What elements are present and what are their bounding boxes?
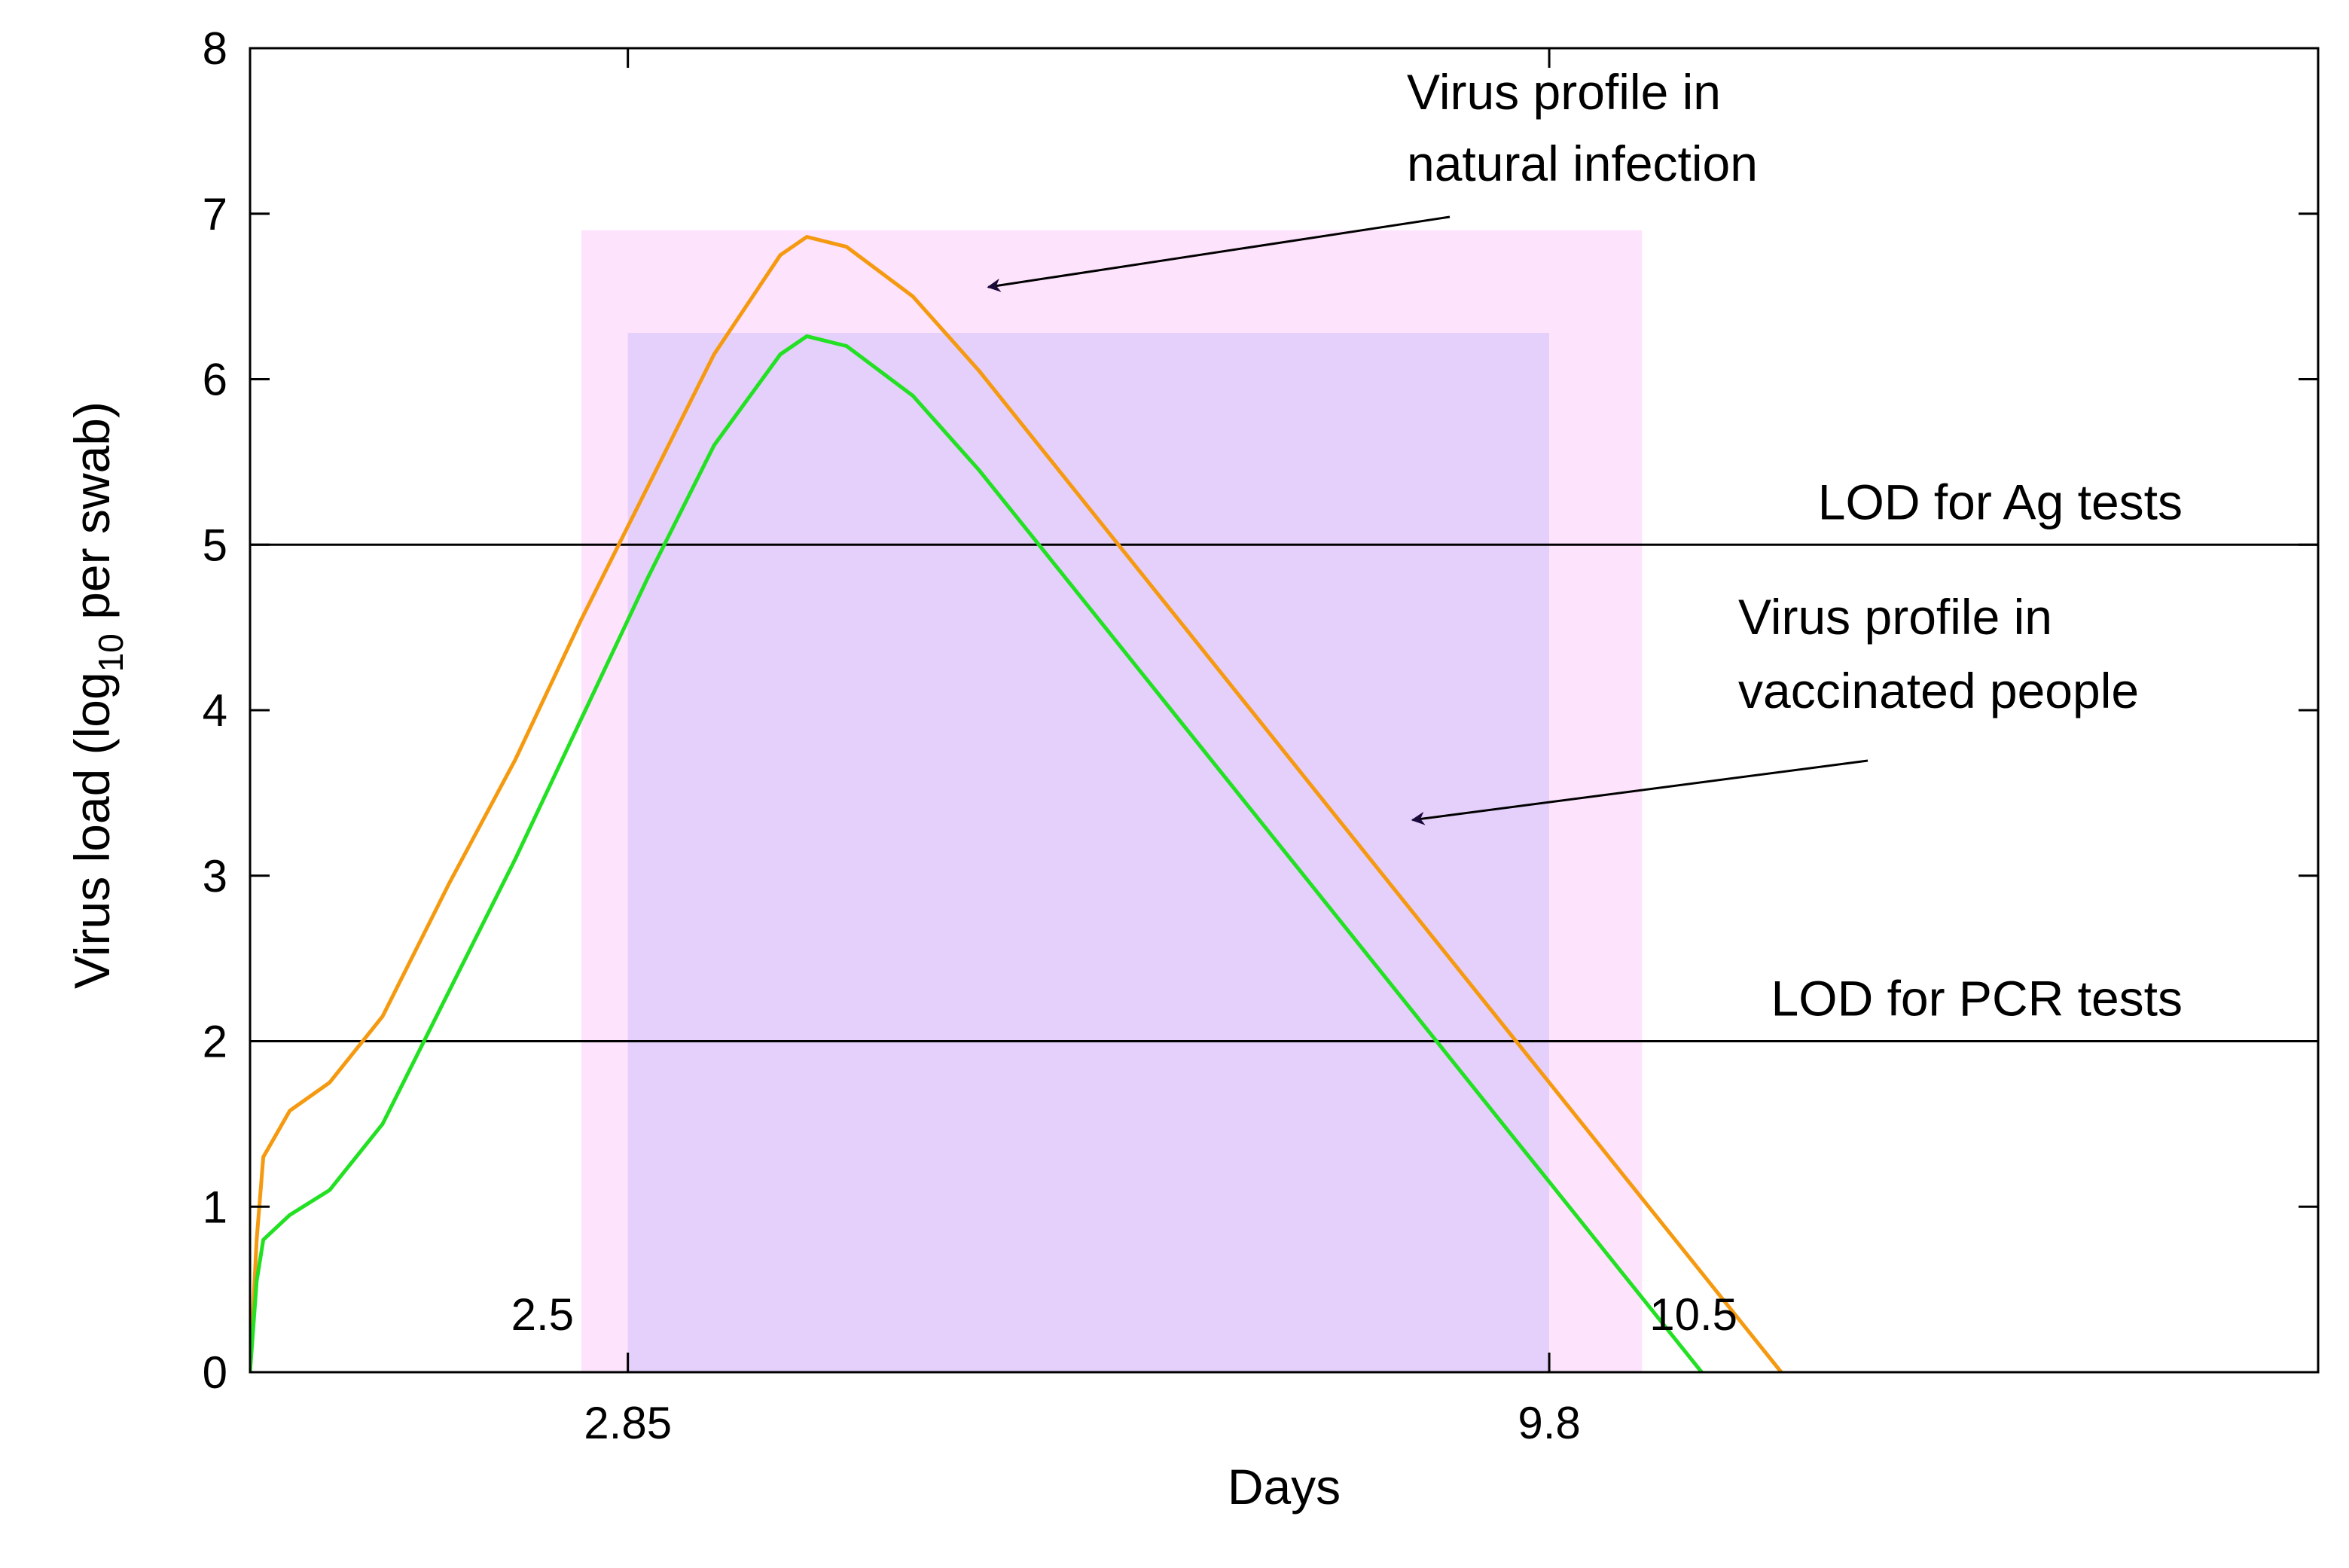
axis-ticks: 0 1 2 3 4 5 6 7 8 2.85 9.8 [203, 23, 2318, 1448]
series-lines [250, 235, 1784, 1372]
y-tick-label-6: 6 [203, 355, 227, 405]
shaded-regions [581, 230, 1643, 1373]
y-tick-label-2: 2 [203, 1017, 227, 1067]
y-tick-label-0: 0 [203, 1347, 227, 1398]
annotation-line1-1: Virus profile in [1738, 589, 2052, 645]
annotation-line2-0: natural infection [1407, 136, 1758, 191]
y-tick-label-5: 5 [203, 520, 227, 570]
annotations: 2.5 10.5 Virus profile in natural infection… [511, 64, 2139, 1340]
annotation-arrow-1 [1411, 759, 1869, 825]
lod-lines: LOD for Ag tests LOD for PCR tests [250, 474, 2318, 1042]
x-tick-label-0: 2.85 [584, 1398, 672, 1448]
x-axis-label: Days [1228, 1459, 1341, 1515]
y-axis-label-main: Virus load (log [64, 672, 120, 989]
series-line-0 [250, 235, 1784, 1372]
annotation-arrow-0 [987, 215, 1451, 292]
annotation-line1-0: Virus profile in [1407, 64, 1721, 120]
y-tick-label-3: 3 [203, 851, 227, 901]
region-inner-window [627, 332, 1550, 1373]
x-tick-label-1: 9.8 [1518, 1398, 1580, 1448]
y-tick-label-4: 4 [203, 685, 227, 736]
lod-label-0: LOD for Ag tests [1818, 474, 2183, 529]
region-boundary-label-1: 10.5 [1649, 1289, 1737, 1340]
y-axis-label-end: per swab) [64, 401, 120, 633]
annotation-line2-1: vaccinated people [1738, 663, 2139, 718]
y-axis-label-subscript: 10 [91, 633, 130, 672]
chart-labels: Days Virus load (log10 per swab) [64, 401, 1341, 1515]
y-tick-label-8: 8 [203, 23, 227, 74]
lod-label-1: LOD for PCR tests [1771, 971, 2183, 1027]
y-axis-label: Virus load (log10 per swab) [64, 401, 130, 989]
y-tick-label-1: 1 [203, 1182, 227, 1232]
region-boundary-label-0: 2.5 [511, 1289, 574, 1340]
series-line-1 [250, 334, 1704, 1372]
y-tick-label-7: 7 [203, 189, 227, 239]
